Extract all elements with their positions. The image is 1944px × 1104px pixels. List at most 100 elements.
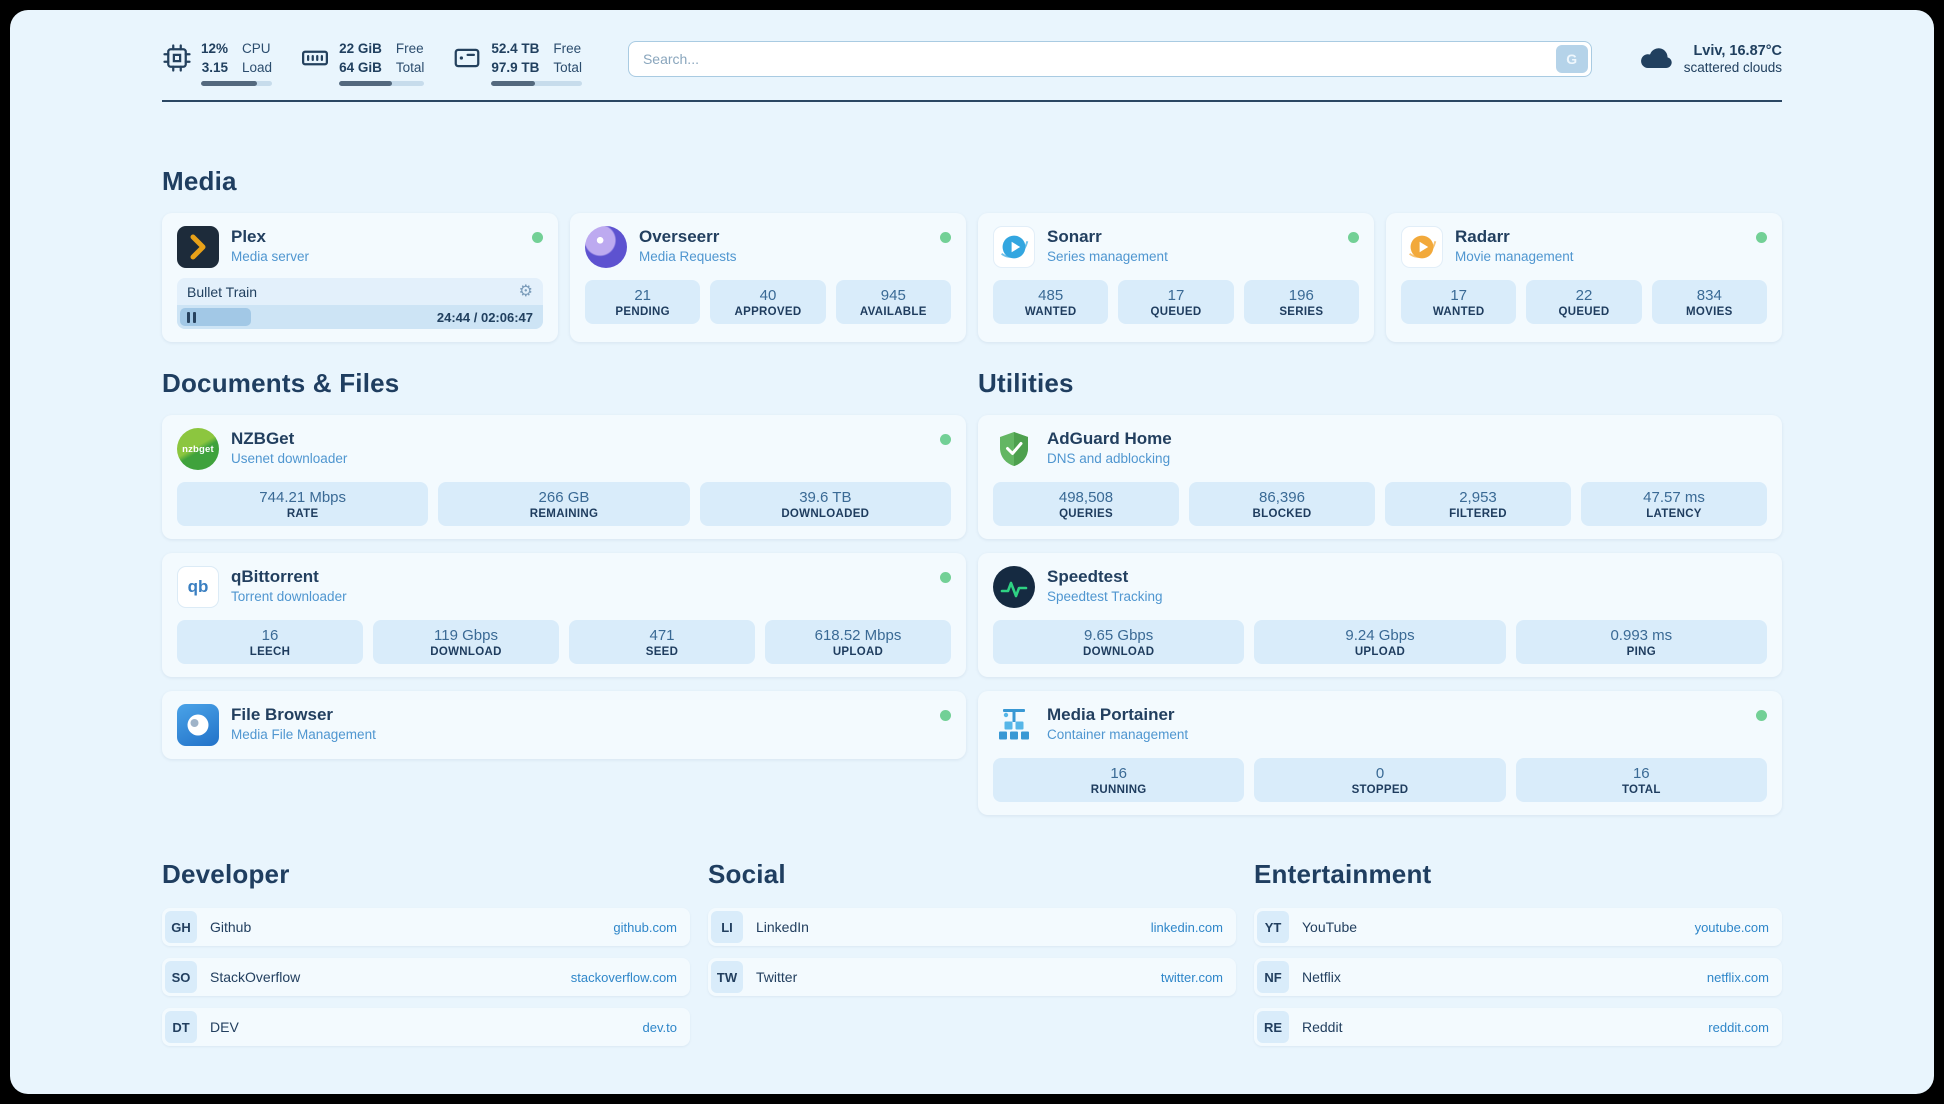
- memory-free-value: 22 GiB: [339, 41, 382, 56]
- cpu-progress-bar: [201, 81, 273, 87]
- stat-label: DOWNLOADED: [781, 508, 870, 521]
- stat-value: 16: [1110, 765, 1127, 783]
- stat-label: LATENCY: [1646, 508, 1702, 521]
- memory-total-label: Total: [395, 59, 425, 75]
- section-documents: Documents & Files nzbget NZBGet Usenet d…: [162, 368, 966, 760]
- radarr-icon: [1401, 226, 1443, 269]
- bookmark-abbr: NF: [1257, 961, 1289, 994]
- stat-value: 86,396: [1259, 489, 1305, 507]
- stat-tile: 39.6 TB DOWNLOADED: [699, 482, 951, 527]
- stat-tile: 618.52 Mbps UPLOAD: [765, 620, 951, 665]
- service-card-radarr[interactable]: Radarr Movie management 17 WANTED 22 QUE…: [1386, 213, 1782, 343]
- stat-value: 945: [880, 287, 906, 305]
- stat-value: 16: [1632, 765, 1650, 783]
- bookmark-github[interactable]: GH Github github.com: [162, 908, 690, 947]
- search-engine-button[interactable]: G: [1555, 45, 1588, 73]
- cpu-usage-value: 12%: [201, 41, 229, 56]
- service-card-portainer[interactable]: Media Portainer Container management 16 …: [978, 691, 1782, 816]
- stat-label: QUEUED: [1558, 306, 1610, 319]
- bookmark-url: dev.to: [642, 1019, 677, 1035]
- plex-now-playing: Bullet Train ⚙ 24:44 / 02:06:47: [177, 278, 543, 330]
- bookmark-url: netflix.com: [1706, 969, 1769, 985]
- section-title-documents: Documents & Files: [162, 368, 400, 399]
- service-title: Radarr: [1455, 227, 1510, 247]
- service-title: AdGuard Home: [1047, 429, 1172, 449]
- stat-label: LEECH: [249, 646, 291, 659]
- stat-value: 21: [634, 287, 651, 305]
- bookmark-netflix[interactable]: NF Netflix netflix.com: [1254, 958, 1782, 997]
- search-input[interactable]: [627, 41, 1592, 77]
- status-dot: [940, 572, 951, 584]
- cpu-widget: 12% CPU 3.15 Load: [162, 40, 273, 87]
- disk-widget: 52.4 TB Free 97.9 TB Total: [452, 40, 582, 87]
- service-title: Sonarr: [1047, 227, 1102, 247]
- bookmark-twitter[interactable]: TW Twitter twitter.com: [708, 958, 1236, 997]
- status-dot: [940, 710, 951, 722]
- service-title: NZBGet: [231, 429, 295, 449]
- stat-label: BLOCKED: [1252, 508, 1312, 521]
- memory-total-value: 64 GiB: [339, 59, 382, 75]
- stat-tile: 498,508 QUERIES: [993, 482, 1179, 527]
- stat-value: 0: [1375, 765, 1385, 783]
- stat-tile: 485 WANTED: [993, 280, 1109, 325]
- stat-label: WANTED: [1024, 306, 1077, 319]
- service-card-filebrowser[interactable]: File Browser Media File Management: [162, 691, 966, 760]
- stat-value: 17: [1167, 287, 1185, 305]
- bookmark-abbr: GH: [165, 911, 197, 944]
- pause-icon: [187, 311, 196, 323]
- section-title-utilities: Utilities: [978, 368, 1074, 399]
- stat-value: 485: [1038, 287, 1064, 305]
- service-card-adguard[interactable]: AdGuard Home DNS and adblocking 498,508 …: [978, 415, 1782, 540]
- service-card-overseerr[interactable]: Overseerr Media Requests 21 PENDING 40 A…: [570, 213, 966, 343]
- ram-icon: [300, 43, 330, 73]
- stat-tile: 22 QUEUED: [1526, 280, 1642, 325]
- service-card-speedtest[interactable]: Speedtest Speedtest Tracking 9.65 Gbps D…: [978, 553, 1782, 678]
- stat-value: 471: [649, 627, 675, 645]
- stat-tile: 834 MOVIES: [1651, 280, 1767, 325]
- section-title-developer: Developer: [162, 859, 290, 890]
- service-card-nzbget[interactable]: nzbget NZBGet Usenet downloader 744.21 M…: [162, 415, 966, 540]
- stat-value: 17: [1450, 287, 1467, 305]
- plex-icon: [177, 226, 219, 269]
- stat-label: QUEUED: [1150, 306, 1202, 319]
- stat-value: 40: [759, 287, 777, 305]
- bookmark-url: stackoverflow.com: [570, 969, 677, 985]
- service-card-qbittorrent[interactable]: qb qBittorrent Torrent downloader 16 LEE…: [162, 553, 966, 678]
- stat-label: REMAINING: [529, 508, 599, 521]
- bookmark-name: Twitter: [756, 969, 798, 986]
- bookmark-linkedin[interactable]: LI LinkedIn linkedin.com: [708, 908, 1236, 947]
- bookmark-stackoverflow[interactable]: SO StackOverflow stackoverflow.com: [162, 958, 690, 997]
- stat-value: 266 GB: [538, 489, 590, 507]
- stat-tile: 17 QUEUED: [1118, 280, 1234, 325]
- cloud-icon: [1638, 41, 1674, 77]
- stat-value: 16: [261, 627, 279, 645]
- stat-tile: 9.65 Gbps DOWNLOAD: [993, 620, 1245, 665]
- status-dot: [940, 232, 951, 244]
- bookmark-youtube[interactable]: YT YouTube youtube.com: [1254, 908, 1782, 947]
- now-playing-time: 24:44 / 02:06:47: [436, 309, 533, 325]
- service-card-sonarr[interactable]: Sonarr Series management 485 WANTED 17 Q…: [978, 213, 1374, 343]
- bookmark-url: youtube.com: [1694, 919, 1769, 935]
- stat-value: 744.21 Mbps: [259, 489, 347, 507]
- bookmark-group-developer: Developer GH Github github.com SO StackO…: [162, 859, 690, 1047]
- stat-tile: 471 SEED: [569, 620, 755, 665]
- section-title-media: Media: [162, 166, 237, 197]
- stat-tile: 744.21 Mbps RATE: [177, 482, 429, 527]
- stat-label: UPLOAD: [832, 646, 884, 659]
- gear-icon[interactable]: ⚙: [518, 283, 533, 301]
- bookmark-name: Netflix: [1302, 969, 1341, 986]
- stat-tile: 2,953 FILTERED: [1385, 482, 1571, 527]
- dashboard-panel: 12% CPU 3.15 Load 22: [10, 10, 1934, 1094]
- bookmark-dev[interactable]: DT DEV dev.to: [162, 1008, 690, 1047]
- stat-tile: 16 TOTAL: [1515, 758, 1767, 803]
- stat-label: QUERIES: [1059, 508, 1113, 521]
- stat-label: MOVIES: [1686, 306, 1733, 319]
- service-card-plex[interactable]: Plex Media server Bullet Train ⚙ 24:44: [162, 213, 558, 343]
- now-playing-progressbar[interactable]: 24:44 / 02:06:47: [177, 305, 543, 330]
- service-subtitle: Usenet downloader: [231, 451, 348, 467]
- bookmark-reddit[interactable]: RE Reddit reddit.com: [1254, 1008, 1782, 1047]
- stat-value: 47.57 ms: [1643, 489, 1705, 507]
- service-subtitle: Media File Management: [231, 727, 376, 743]
- status-dot: [532, 232, 543, 244]
- nzbget-icon-text: nzbget: [182, 443, 214, 455]
